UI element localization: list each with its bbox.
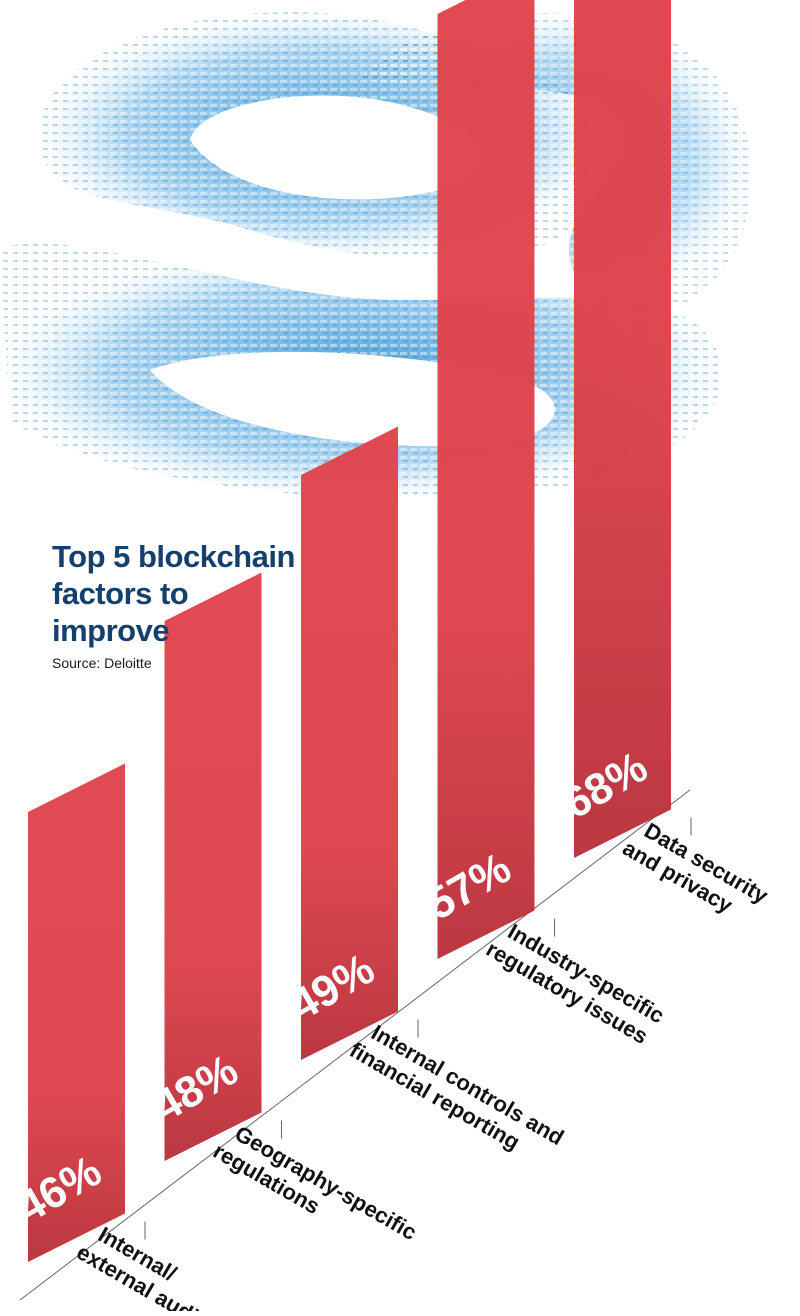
chart-title-text: Top 5 blockchain factors to improve [52, 539, 295, 648]
bar [301, 426, 398, 1060]
bars [28, 0, 671, 1262]
title-block: Top 5 blockchain factors to improve Source… [52, 538, 295, 671]
chart-title: Top 5 blockchain factors to improve [52, 538, 295, 649]
bar [574, 0, 671, 858]
bar [164, 572, 262, 1161]
chart-source: Source: Deloitte [52, 655, 152, 671]
x-axis-line [19, 789, 691, 1301]
category-label: Internal/external audit [73, 1222, 210, 1316]
x-axis [19, 789, 692, 1301]
bar [28, 763, 125, 1262]
chain-link-lower-texture [0, 243, 722, 501]
bar [437, 0, 535, 959]
